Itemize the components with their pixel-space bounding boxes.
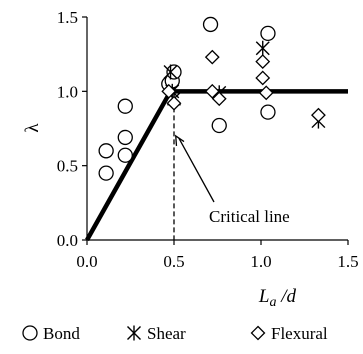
bond-point (260, 104, 276, 120)
bond-point (117, 147, 133, 163)
tick-labels: 0.0 0.5 1.0 1.5 0.0 0.5 1.0 1.5 (57, 8, 359, 271)
legend-item-shear: Shear (127, 324, 186, 343)
legend-item-flexural: Flexural (250, 324, 328, 343)
annotation-arrow-head (174, 134, 185, 146)
flexural-point (204, 83, 220, 99)
legend-bond-label: Bond (43, 324, 80, 343)
bond-point (202, 16, 219, 33)
y-tick-label: 1.5 (57, 8, 78, 27)
critical-line-label: Critical line (209, 207, 290, 226)
flexural-point (166, 95, 182, 111)
legend-shear-label: Shear (147, 324, 186, 343)
flexural-point (255, 54, 271, 70)
bond-point (260, 25, 276, 42)
annotation-arrow-shaft (178, 137, 215, 203)
shear-point (163, 64, 178, 80)
legend-item-bond: Bond (22, 324, 80, 343)
flexural-point (258, 85, 274, 101)
critical-line-annotation: Critical line (174, 134, 290, 226)
x-label-main: L (258, 286, 270, 307)
x-tick-label: 0.5 (163, 252, 184, 271)
data-points (98, 16, 326, 181)
y-tick-label: 1.0 (57, 82, 78, 101)
legend-flexural-label: Flexural (271, 324, 328, 343)
series-shear (163, 40, 326, 129)
x-tick-label: 0.0 (76, 252, 97, 271)
legend: Bond Shear Flexural (22, 324, 328, 343)
shear-point (255, 40, 270, 56)
flexural-point (311, 107, 326, 123)
x-tick-label: 1.5 (337, 252, 358, 271)
y-tick-label: 0.0 (57, 231, 78, 250)
legend-bond-marker (22, 325, 38, 341)
bond-point (117, 129, 133, 146)
bond-point (98, 165, 114, 181)
legend-shear-marker (127, 325, 141, 341)
x-tick-label: 1.0 (250, 252, 271, 271)
bond-point (117, 98, 133, 114)
bond-point (166, 64, 182, 80)
y-tick-label: 0.5 (57, 157, 78, 176)
bond-point (211, 117, 227, 134)
legend-flexural-marker (250, 325, 266, 341)
flexural-point (255, 70, 271, 86)
x-label-sub: a (269, 295, 276, 310)
series-bond (98, 16, 276, 181)
axes (82, 16, 349, 245)
x-axis-label: La /d (258, 286, 297, 310)
series-flexural (161, 49, 326, 123)
flexural-point (211, 91, 227, 107)
x-label-tail: /d (276, 286, 296, 307)
y-axis-label: λ (22, 123, 43, 133)
flexural-point (161, 83, 177, 99)
bond-point (98, 143, 114, 159)
flexural-point (204, 49, 220, 65)
